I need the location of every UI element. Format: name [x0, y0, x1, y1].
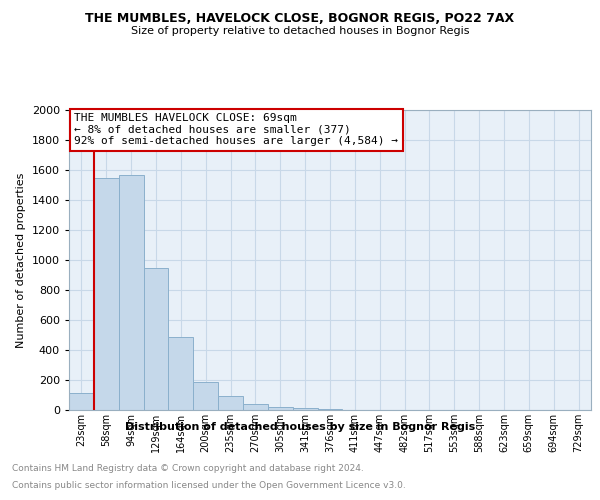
Bar: [69, 393, 94, 410]
Bar: [143, 268, 169, 410]
Text: Size of property relative to detached houses in Bognor Regis: Size of property relative to detached ho…: [131, 26, 469, 36]
Bar: [243, 404, 268, 410]
Bar: [169, 336, 193, 410]
Bar: [293, 408, 317, 410]
Bar: [94, 178, 119, 410]
Bar: [119, 174, 143, 410]
Text: THE MUMBLES HAVELOCK CLOSE: 69sqm
← 8% of detached houses are smaller (377)
92% : THE MUMBLES HAVELOCK CLOSE: 69sqm ← 8% o…: [74, 113, 398, 146]
Text: THE MUMBLES, HAVELOCK CLOSE, BOGNOR REGIS, PO22 7AX: THE MUMBLES, HAVELOCK CLOSE, BOGNOR REGI…: [85, 12, 515, 26]
Text: Contains public sector information licensed under the Open Government Licence v3: Contains public sector information licen…: [12, 481, 406, 490]
Text: Distribution of detached houses by size in Bognor Regis: Distribution of detached houses by size …: [125, 422, 475, 432]
Text: Contains HM Land Registry data © Crown copyright and database right 2024.: Contains HM Land Registry data © Crown c…: [12, 464, 364, 473]
Bar: [193, 382, 218, 410]
Bar: [218, 396, 243, 410]
Bar: [268, 407, 293, 410]
Y-axis label: Number of detached properties: Number of detached properties: [16, 172, 26, 348]
Bar: [317, 409, 343, 410]
